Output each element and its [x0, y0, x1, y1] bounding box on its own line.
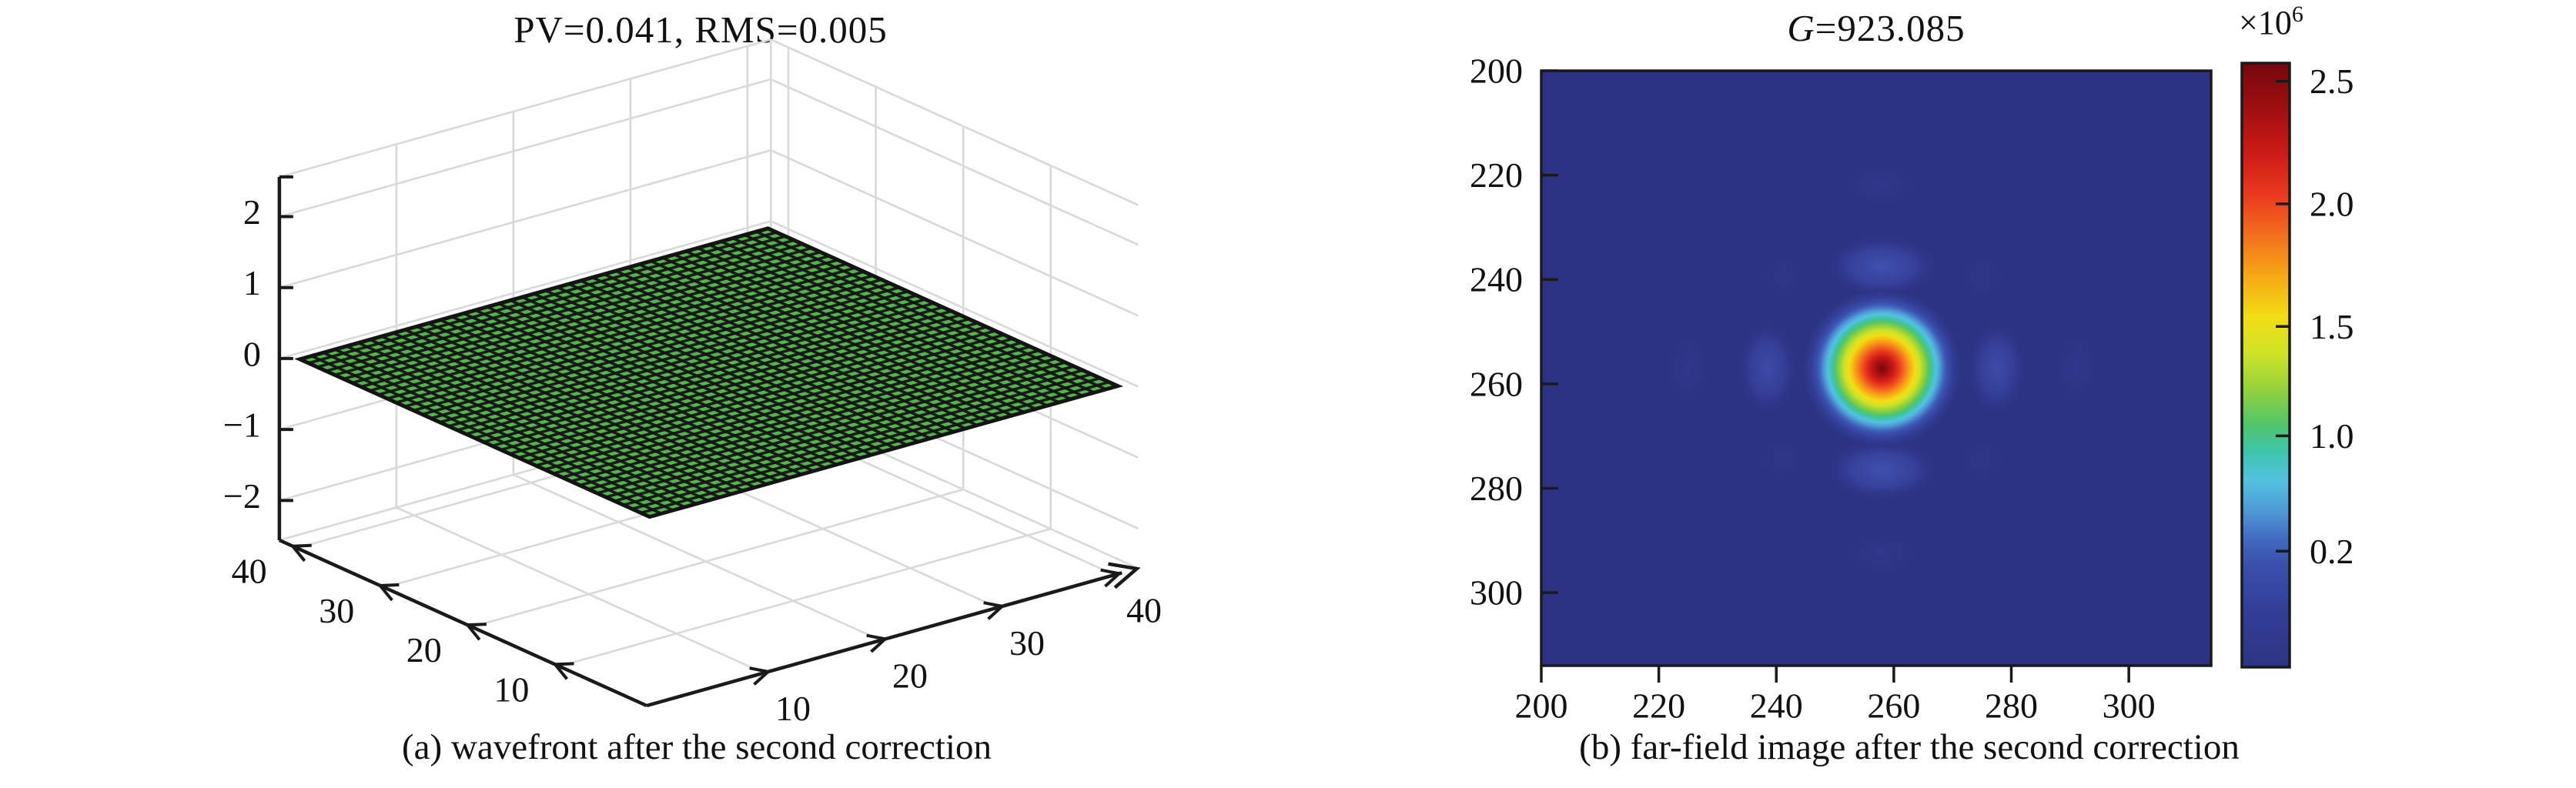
svg-text:260: 260 — [1470, 364, 1523, 403]
svg-text:260: 260 — [1867, 686, 1920, 726]
farfield-caption: (b) far-field image after the second cor… — [1579, 727, 2240, 767]
svg-text:300: 300 — [1470, 573, 1523, 613]
svg-text:−2: −2 — [223, 476, 261, 516]
svg-text:30: 30 — [1009, 623, 1045, 663]
svg-text:200: 200 — [1515, 686, 1568, 726]
farfield-title-value: =923.085 — [1815, 7, 1965, 49]
svg-text:30: 30 — [319, 591, 354, 630]
svg-text:280: 280 — [1470, 469, 1523, 508]
svg-text:300: 300 — [2103, 686, 2156, 726]
svg-text:40: 40 — [1126, 591, 1162, 630]
svg-text:280: 280 — [1985, 686, 2038, 726]
svg-text:2.5: 2.5 — [2310, 62, 2354, 101]
tick-marks-3d — [279, 175, 1123, 686]
colorbar-multiplier: ×106 — [2239, 2, 2303, 42]
farfield-title: G=923.085 — [1787, 6, 1965, 50]
focal-spot — [1803, 289, 1961, 447]
svg-text:−1: −1 — [223, 406, 261, 445]
svg-text:20: 20 — [406, 630, 442, 669]
svg-text:240: 240 — [1470, 260, 1523, 299]
svg-text:220: 220 — [1470, 155, 1523, 195]
tick-labels-heatmap: 200 220 240 260 280 300 200 220 240 260 280 300 — [1470, 52, 2156, 726]
svg-text:20: 20 — [892, 656, 928, 696]
svg-text:1.5: 1.5 — [2310, 307, 2354, 346]
svg-text:10: 10 — [493, 669, 529, 709]
svg-text:220: 220 — [1632, 686, 1685, 726]
wavefront-mesh-surface — [294, 226, 1124, 519]
farfield-heatmap-plot: 200 220 240 260 280 3002002202402602803002.52… — [1470, 2, 2354, 726]
farfield-title-variable: G — [1787, 7, 1815, 49]
svg-text:240: 240 — [1750, 686, 1803, 726]
tick-marks-heatmap — [1540, 69, 2130, 683]
svg-text:200: 200 — [1470, 52, 1523, 91]
svg-text:2.0: 2.0 — [2310, 184, 2354, 223]
svg-text:0: 0 — [243, 334, 261, 373]
wavefront-caption: (a) wavefront after the second correctio… — [402, 727, 992, 767]
wavefront-title: PV=0.041, RMS=0.005 — [514, 8, 888, 51]
svg-text:1.0: 1.0 — [2310, 416, 2354, 456]
farfield-image — [1540, 69, 2213, 667]
svg-text:1: 1 — [243, 263, 261, 302]
tick-labels-3d: −2 −1 0 1 2 10 20 30 40 10 20 30 40 — [223, 192, 1162, 728]
colorbar: 2.5 2.0 1.5 1.0 0.2 ×106 — [2239, 2, 2354, 669]
plot-border — [1540, 69, 2213, 667]
svg-text:0.2: 0.2 — [2310, 532, 2354, 571]
svg-text:40: 40 — [232, 552, 267, 591]
wavefront-3d-plot: −2 −1 0 1 2 10 20 30 40 10 20 30 40 — [223, 38, 1162, 728]
svg-text:10: 10 — [775, 689, 811, 728]
svg-text:2: 2 — [243, 192, 261, 232]
